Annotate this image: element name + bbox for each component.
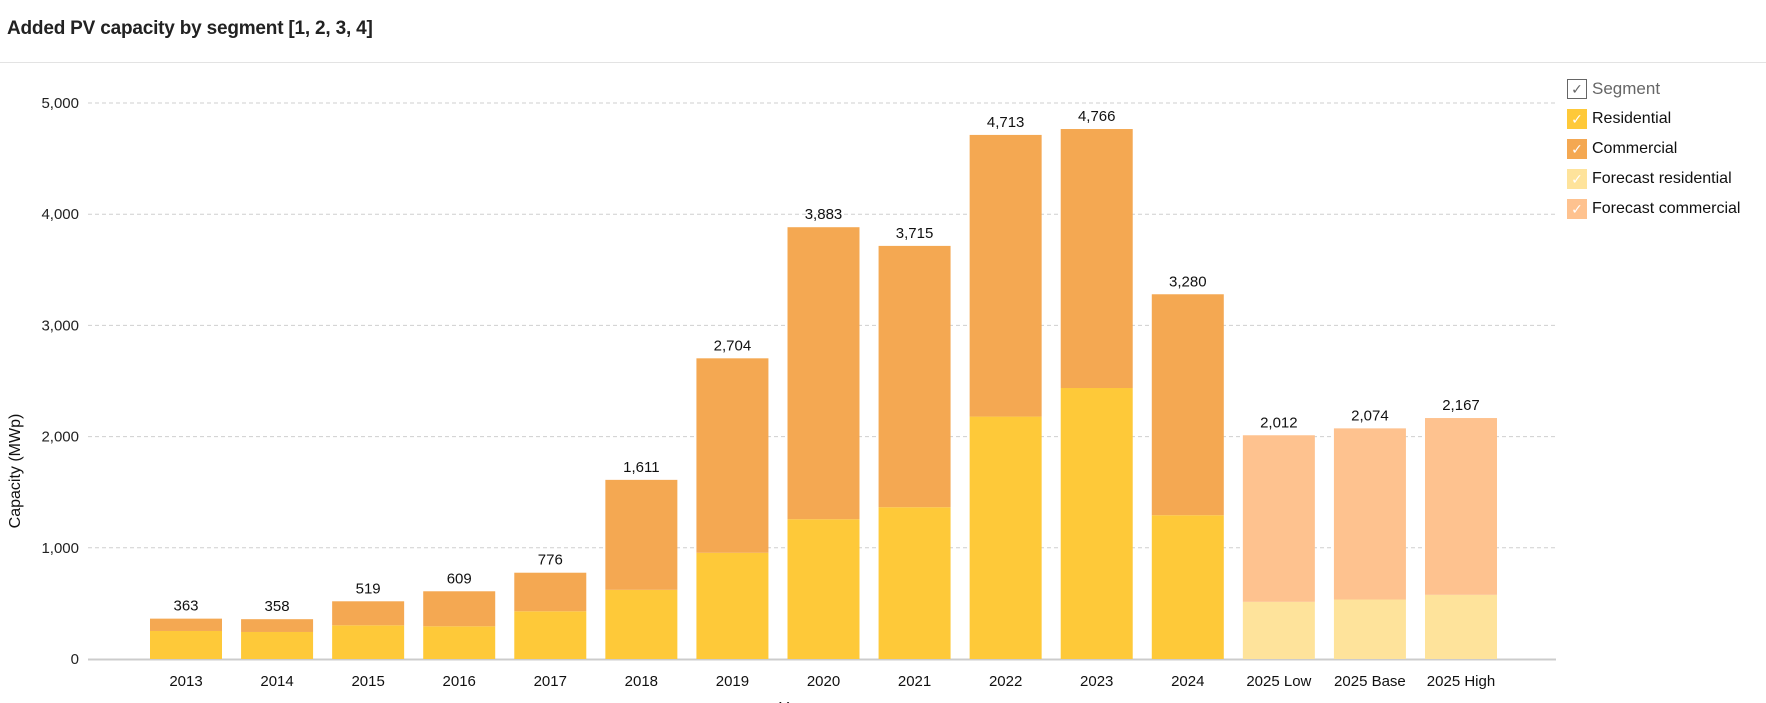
bar-commercial xyxy=(696,358,769,553)
bar-residential xyxy=(423,626,496,659)
legend-label: Commercial xyxy=(1592,140,1678,157)
total-label: 1,611 xyxy=(623,459,659,476)
bar-commercial xyxy=(241,619,314,632)
bar-residential xyxy=(514,611,587,659)
x-tick-label: 2025 High xyxy=(1427,673,1495,690)
x-tick-label: 2020 xyxy=(807,673,840,690)
x-tick-label: 2025 Base xyxy=(1334,673,1406,690)
legend-swatch-check-icon: ✓ xyxy=(1567,169,1587,189)
total-label: 2,167 xyxy=(1442,397,1480,414)
total-label: 4,766 xyxy=(1078,108,1116,125)
legend-item-forecast-residential[interactable]: ✓ Forecast residential xyxy=(1567,164,1740,194)
y-tick-label: 2,000 xyxy=(41,429,79,446)
y-tick-label: 3,000 xyxy=(41,317,79,334)
x-tick-label: 2013 xyxy=(169,673,202,690)
legend-item-forecast-commercial[interactable]: ✓ Forecast commercial xyxy=(1567,194,1740,224)
legend-swatch-check-icon: ✓ xyxy=(1567,109,1587,129)
bar-commercial xyxy=(969,134,1042,417)
legend: ✓ Segment ✓ Residential ✓ Commercial ✓ Foreca… xyxy=(1567,74,1740,224)
y-axis-title: Capacity (MWp) xyxy=(7,414,24,529)
total-label: 609 xyxy=(447,570,472,587)
x-tick-label: 2014 xyxy=(260,673,293,690)
legend-swatch-check-icon: ✓ xyxy=(1567,199,1587,219)
legend-label: Forecast commercial xyxy=(1592,200,1741,217)
bar-commercial xyxy=(1242,435,1315,602)
bar-residential xyxy=(878,507,951,659)
x-axis-title: Year xyxy=(779,700,812,703)
bar-commercial xyxy=(150,618,222,631)
bar-residential xyxy=(332,625,405,659)
bar-commercial xyxy=(514,572,587,612)
bar-residential xyxy=(1060,388,1133,659)
bar-residential xyxy=(1333,599,1406,659)
x-tick-label: 2023 xyxy=(1080,673,1113,690)
legend-header-toggle[interactable]: ✓ Segment xyxy=(1567,74,1740,104)
x-tick-label: 2019 xyxy=(716,673,749,690)
legend-title: Segment xyxy=(1592,79,1661,98)
y-tick-label: 1,000 xyxy=(41,540,79,557)
legend-swatch-check-icon: ✓ xyxy=(1567,139,1587,159)
total-label: 3,883 xyxy=(805,206,843,223)
x-tick-label: 2016 xyxy=(443,673,476,690)
bar-residential xyxy=(696,552,769,659)
header-divider xyxy=(0,62,1766,63)
legend-item-commercial[interactable]: ✓ Commercial xyxy=(1567,134,1740,164)
total-label: 358 xyxy=(265,598,290,615)
bar-commercial xyxy=(878,245,951,508)
y-tick-label: 5,000 xyxy=(41,95,79,112)
total-label: 2,074 xyxy=(1351,407,1389,424)
total-label: 2,704 xyxy=(714,337,752,354)
bar-residential xyxy=(605,589,678,659)
total-label: 4,713 xyxy=(987,114,1025,131)
total-label: 363 xyxy=(173,598,198,615)
bar-residential xyxy=(1242,601,1315,659)
x-tick-label: 2021 xyxy=(898,673,931,690)
bar-commercial xyxy=(1060,129,1133,389)
bar-commercial xyxy=(332,601,405,626)
checkbox-icon: ✓ xyxy=(1567,79,1587,99)
legend-label: Residential xyxy=(1592,110,1672,127)
bar-residential xyxy=(787,519,860,659)
y-tick-label: 0 xyxy=(71,651,79,668)
y-tick-label: 4,000 xyxy=(41,206,79,223)
x-tick-label: 2015 xyxy=(351,673,384,690)
x-tick-label: 2024 xyxy=(1171,673,1204,690)
bar-residential xyxy=(150,630,222,659)
bar-commercial xyxy=(1333,428,1406,600)
bar-commercial xyxy=(1151,294,1224,516)
bar-commercial xyxy=(423,591,496,627)
total-label: 519 xyxy=(356,580,381,597)
chart-title: Added PV capacity by segment [1, 2, 3, 4… xyxy=(7,18,373,39)
bar-residential xyxy=(1151,515,1224,659)
legend-label: Forecast residential xyxy=(1592,170,1732,187)
total-label: 776 xyxy=(538,552,563,569)
legend-item-residential[interactable]: ✓ Residential xyxy=(1567,104,1740,134)
x-tick-label: 2018 xyxy=(625,673,658,690)
total-label: 3,280 xyxy=(1169,273,1207,290)
bar-residential xyxy=(1425,594,1497,659)
bar-commercial xyxy=(1425,418,1497,595)
total-label: 2,012 xyxy=(1260,414,1298,431)
bar-residential xyxy=(969,416,1042,659)
x-tick-label: 2025 Low xyxy=(1246,673,1311,690)
x-tick-label: 2022 xyxy=(989,673,1022,690)
total-label: 3,715 xyxy=(896,225,934,242)
bar-residential xyxy=(241,631,314,659)
bar-commercial xyxy=(787,227,860,520)
bar-commercial xyxy=(605,479,678,590)
x-tick-label: 2017 xyxy=(534,673,567,690)
